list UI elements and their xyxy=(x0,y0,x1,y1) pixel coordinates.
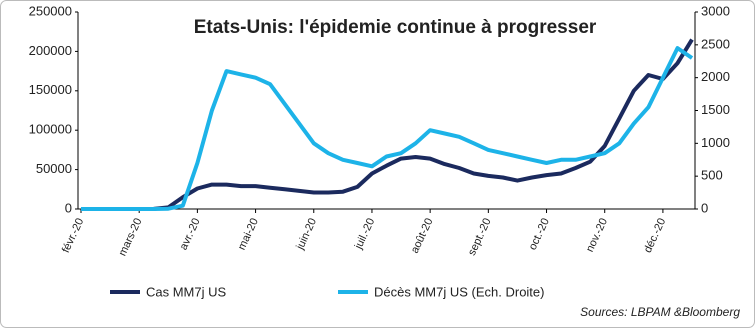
y2-tick-label: 3000 xyxy=(701,3,730,18)
y-tick-label: 100000 xyxy=(29,122,72,137)
source: Sources: LBPAM &Bloomberg xyxy=(580,305,740,319)
legend-label: Cas MM7j US xyxy=(146,284,227,299)
y-tick-label: 150000 xyxy=(29,82,72,97)
y-tick-label: 50000 xyxy=(36,161,72,176)
y2-tick-label: 2000 xyxy=(701,69,730,84)
y-tick-label: 200000 xyxy=(29,43,72,58)
series-line xyxy=(81,46,694,211)
legend-label: Décès MM7j US (Ech. Droite) xyxy=(374,284,544,299)
y-tick-label: 250000 xyxy=(29,3,72,18)
y2-tick-label: 0 xyxy=(701,200,708,215)
y2-tick-label: 1000 xyxy=(701,135,730,150)
y2-tick-label: 2500 xyxy=(701,36,730,51)
series-line xyxy=(81,38,694,211)
chart-title: Etats-Unis: l'épidemie continue à progre… xyxy=(194,17,597,38)
y2-tick-label: 500 xyxy=(701,168,723,183)
y2-tick-label: 1500 xyxy=(701,102,730,117)
y-tick-label: 0 xyxy=(65,200,72,215)
